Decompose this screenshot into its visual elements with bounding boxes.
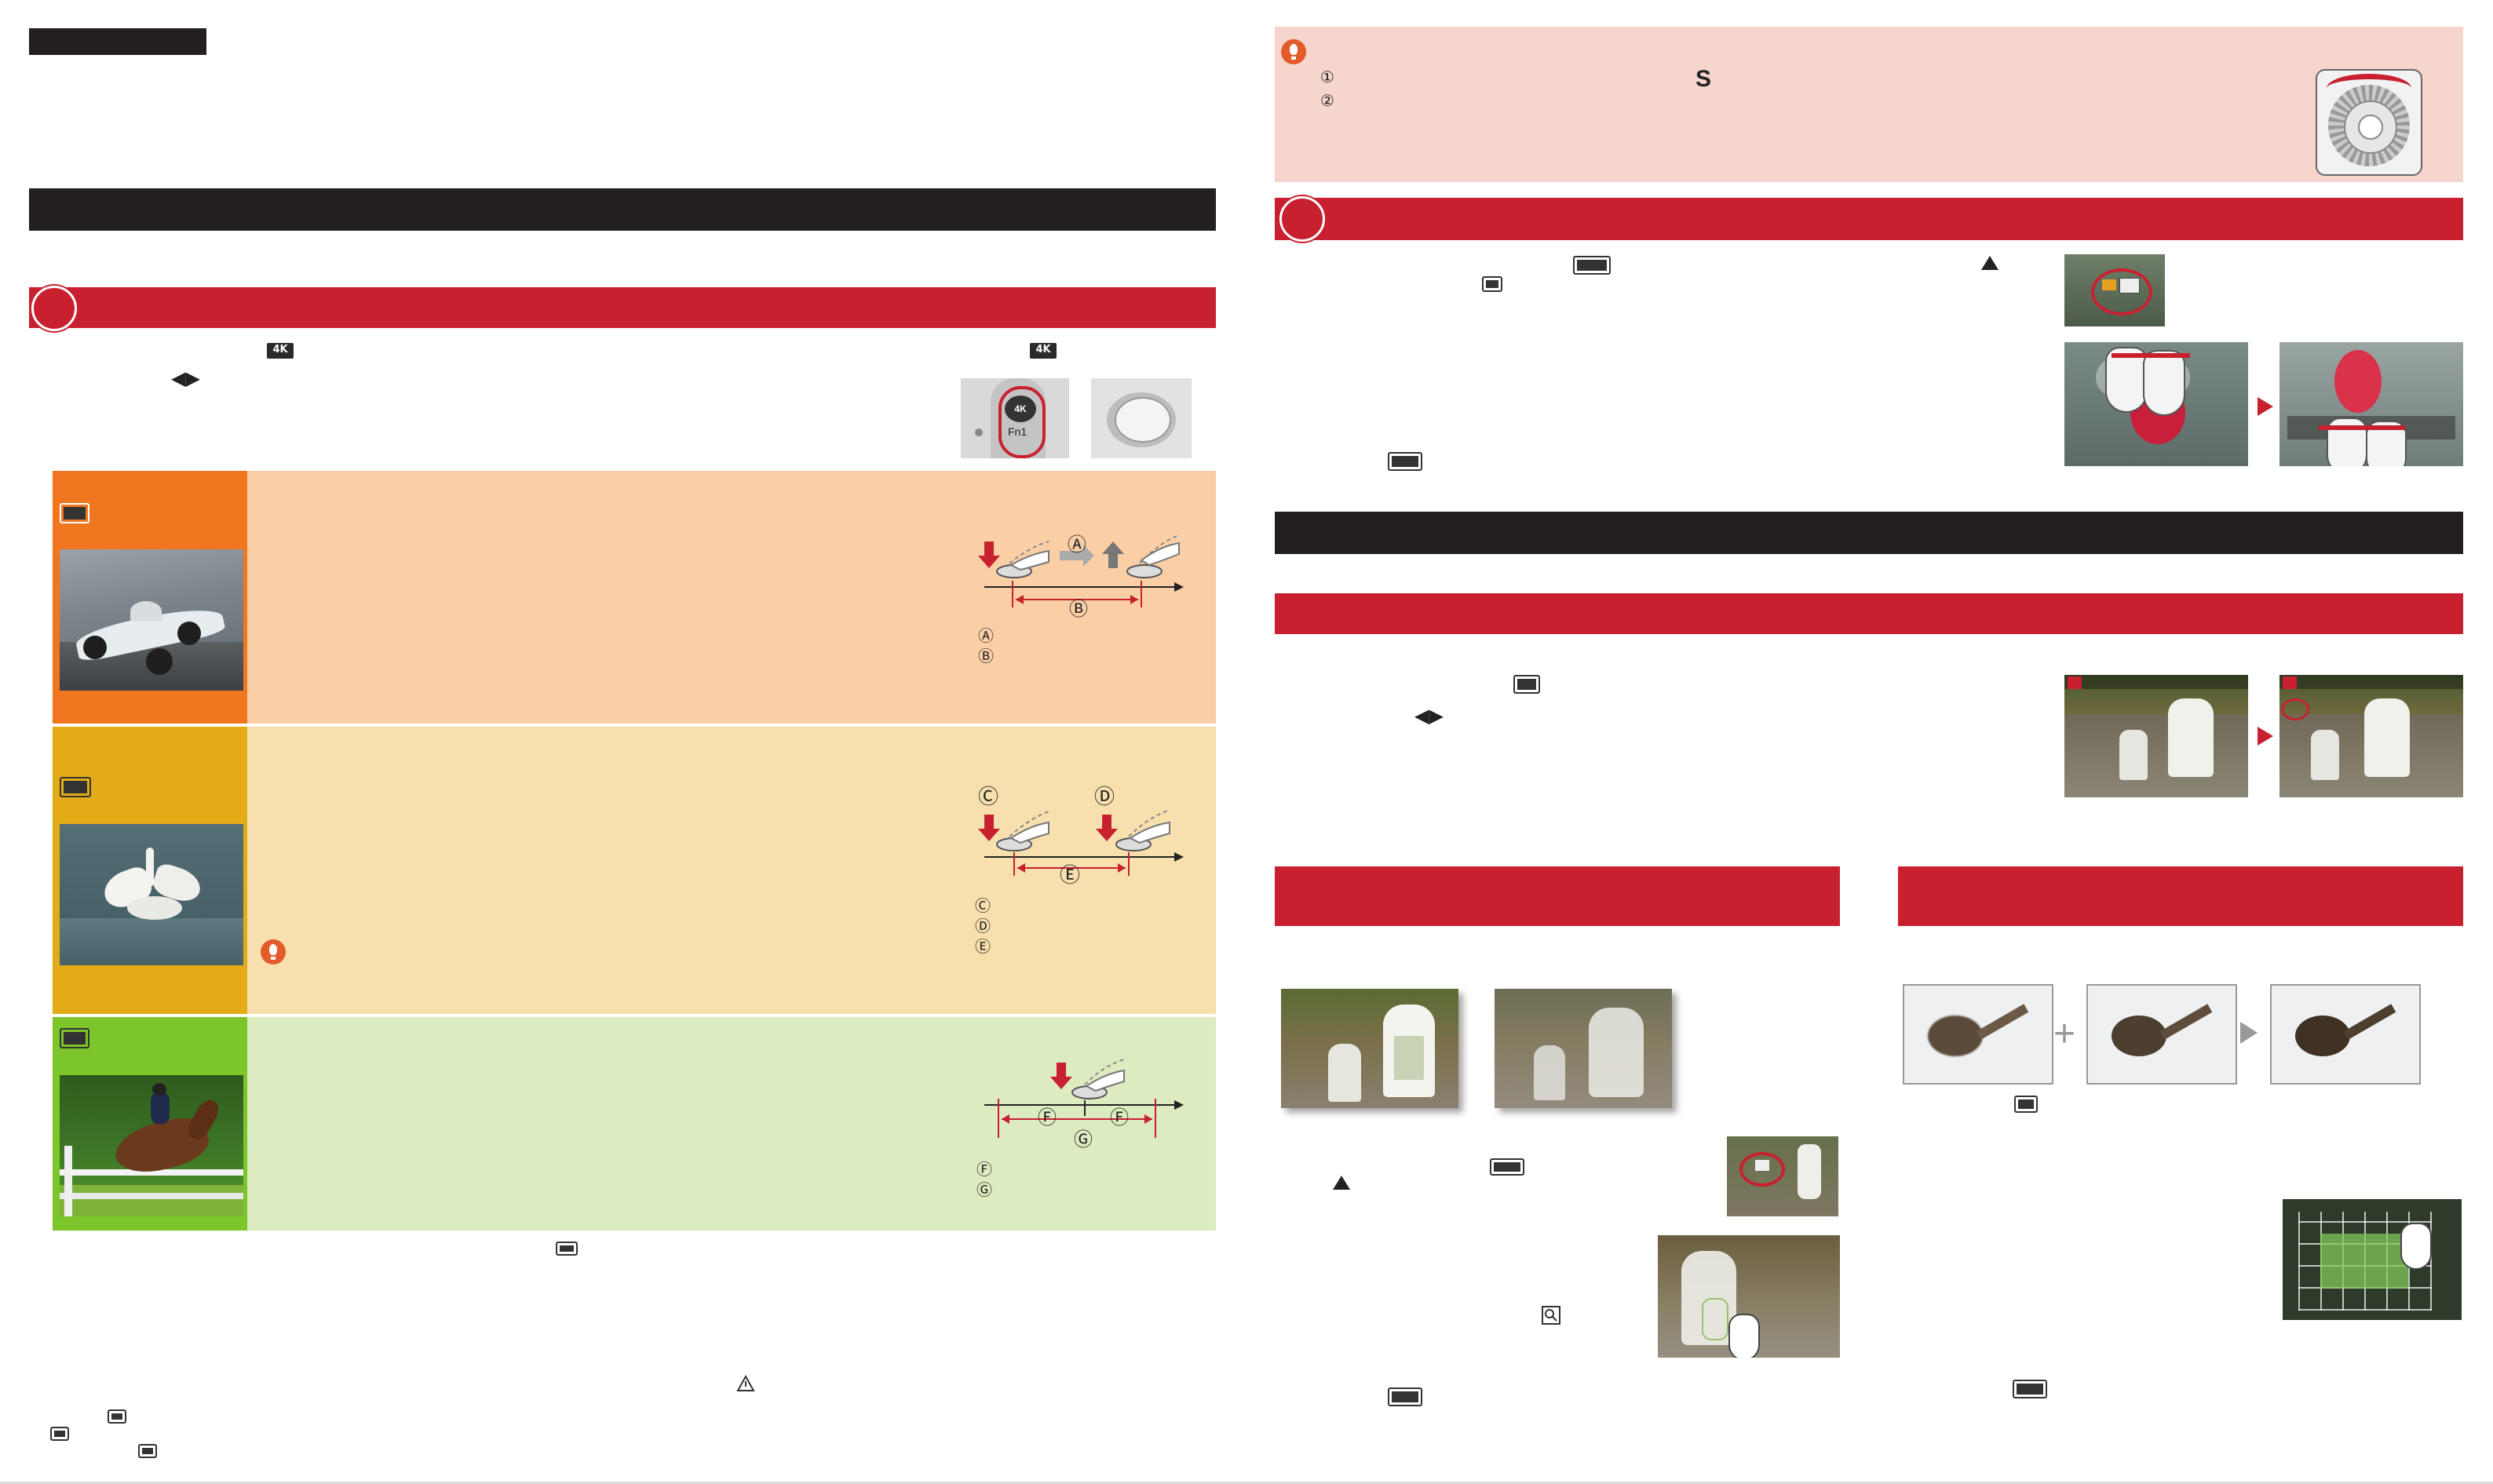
- camera-shutter-button-photo: [1091, 378, 1192, 458]
- tip-icon: [261, 939, 286, 964]
- column-header-right: [1898, 866, 2463, 926]
- start-stop-timing-diagram: [978, 809, 1184, 876]
- lantern-screen-1: [2064, 675, 2248, 797]
- label-g: Ⓖ: [1074, 1128, 1093, 1150]
- key-photo-1: [1903, 984, 2053, 1085]
- lantern-sharp-photo: [1281, 989, 1458, 1108]
- burst-note-icon-2: [50, 1427, 69, 1441]
- swan-photo: [60, 824, 243, 965]
- burst-note-icon-3: [138, 1444, 157, 1458]
- left-right-arrows-icon: ◀▶: [171, 367, 200, 389]
- horse-jump-photo: [60, 1075, 243, 1216]
- section-title-bar: [29, 188, 1216, 231]
- chapter-tab: [29, 28, 206, 55]
- tip-step-1: ①: [1320, 67, 1334, 86]
- label-a: Ⓐ: [1068, 534, 1086, 556]
- label-f-2: Ⓕ: [1110, 1107, 1129, 1128]
- legend-f: Ⓕ: [976, 1160, 992, 1179]
- legend-d: Ⓓ: [975, 917, 991, 935]
- tip-box: [1275, 27, 2463, 182]
- subsection-number-badge-2: [1279, 196, 1325, 242]
- 4k-burst-ss-icon: [60, 777, 91, 797]
- key-photo-3: [2270, 984, 2421, 1085]
- race-car-photo: [60, 549, 243, 691]
- label-b: Ⓑ: [1069, 598, 1088, 620]
- focus-select-screen-small: [1727, 1136, 1838, 1216]
- pre-burst-timing-diagram: [984, 1059, 1184, 1138]
- 4k-pre-burst-icon: [60, 1028, 89, 1048]
- burst-small-icon: [1482, 276, 1502, 292]
- arrow-right-icon: [2258, 397, 2273, 416]
- 4k-photo-icon: 4K: [267, 343, 294, 359]
- arrow-right-icon-2: [2258, 727, 2273, 746]
- post-focus-screen-small: [2064, 254, 2165, 326]
- 4k-photo-icon: 4K: [1030, 343, 1057, 359]
- legend-b: Ⓑ: [978, 647, 994, 665]
- label-c: Ⓒ: [978, 786, 999, 809]
- fn1-label: Fn1: [1008, 425, 1027, 438]
- plus-sign: +: [2053, 1013, 2076, 1055]
- focus-set-icon-2: [2013, 1380, 2047, 1398]
- legend-a: Ⓐ: [978, 626, 994, 645]
- tip-icon: [1281, 39, 1306, 64]
- label-e: Ⓔ: [1060, 864, 1081, 888]
- focus-stacking-icon-2: [2014, 1096, 2038, 1113]
- lantern-screen-2: [2279, 675, 2463, 797]
- column-header-left: [1275, 866, 1840, 926]
- zoom-icon: [1542, 1306, 1560, 1325]
- focus-set-icon: [1388, 1387, 1422, 1406]
- pinch-zoom-screen-2: [2279, 342, 2463, 466]
- subsection-header-bar: [29, 287, 1216, 328]
- loop-recording-icon: [556, 1242, 578, 1256]
- tip-step-2: ②: [1320, 91, 1334, 110]
- subsection-header-bar-2: [1275, 198, 2463, 240]
- legend-g: Ⓖ: [976, 1180, 992, 1199]
- pinch-zoom-screen-1: [2064, 342, 2248, 466]
- section-title-bar-2: [1275, 512, 2463, 554]
- rear-dial-image: [2316, 69, 2422, 176]
- focus-stacking-icon: [1513, 675, 1540, 694]
- page-bottom-rule: [0, 1482, 2493, 1484]
- label-f: Ⓕ: [1038, 1107, 1057, 1128]
- camera-fn1-button-photo: 4K Fn1: [961, 378, 1069, 458]
- burst-note-icon-1: [108, 1409, 126, 1424]
- legend-c: Ⓒ: [975, 896, 991, 915]
- tip-shutter-s: S: [1695, 66, 1712, 92]
- focus-touch-screen: [1658, 1235, 1840, 1358]
- warning-triangle-icon: [736, 1375, 755, 1391]
- label-d: Ⓓ: [1094, 786, 1115, 809]
- focus-select-icon-2: [1490, 1158, 1524, 1176]
- left-right-arrows-icon-2: ◀▶: [1414, 705, 1444, 727]
- legend-e: Ⓔ: [975, 937, 991, 956]
- focus-area-grid-screen: [2283, 1199, 2462, 1320]
- subsection-number-badge: [31, 286, 77, 331]
- burst-timing-diagram: [978, 534, 1184, 607]
- up-arrow-icon-2: [1333, 1176, 1350, 1190]
- up-arrow-icon: [1981, 256, 1998, 270]
- subsection-header-bar-3: [1275, 593, 2463, 634]
- focus-select-icon: [1573, 256, 1611, 275]
- post-focus-set-icon: [1388, 452, 1422, 471]
- arrow-right-icon-3: [2240, 1022, 2258, 1044]
- key-photo-2: [2086, 984, 2237, 1085]
- 4k-burst-icon: [60, 503, 89, 523]
- lantern-blur-photo: [1495, 989, 1672, 1108]
